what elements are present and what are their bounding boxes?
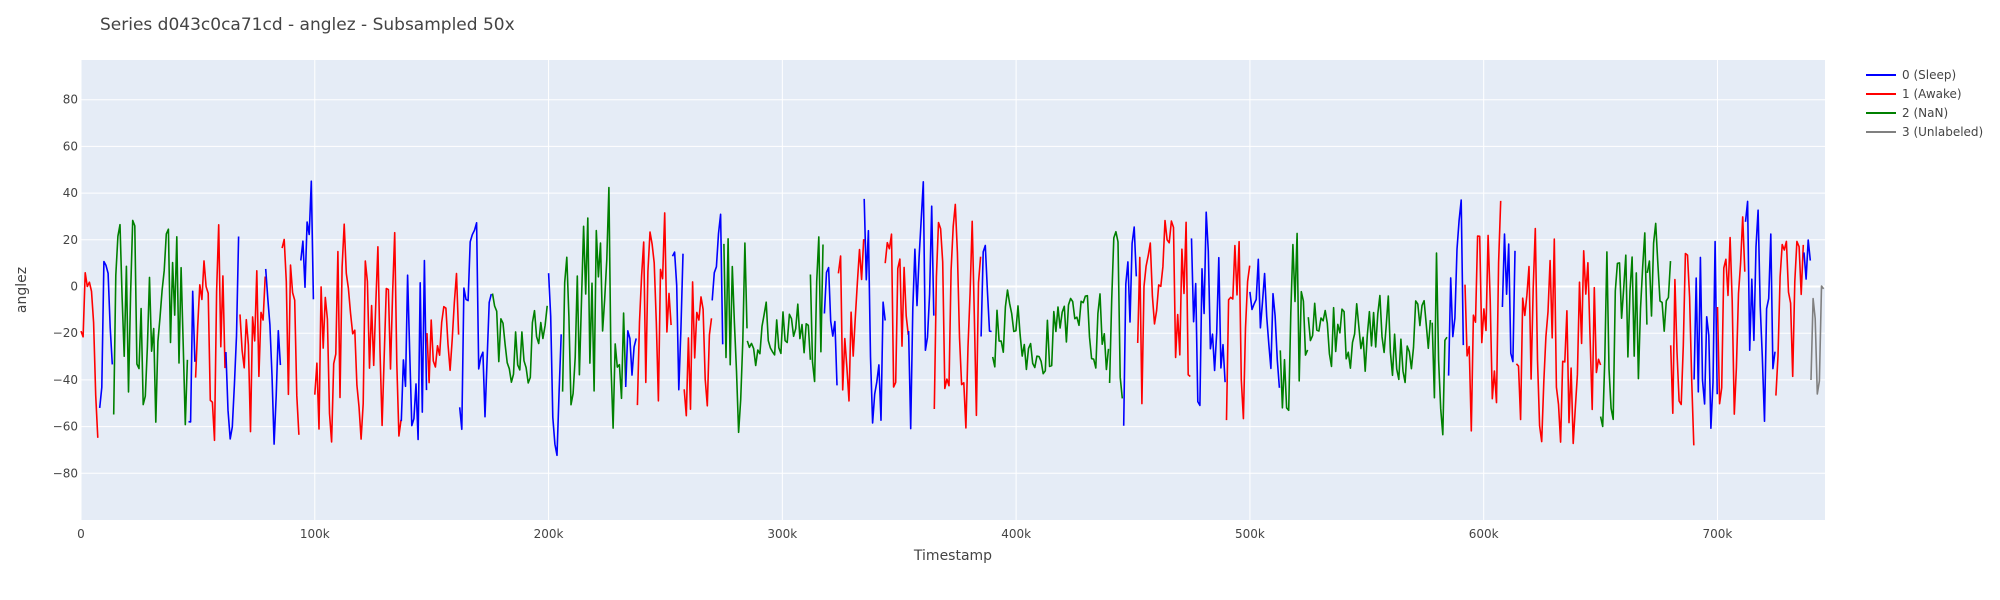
series-segment: [671, 251, 684, 391]
legend-item[interactable]: 0 (Sleep): [1866, 68, 1956, 82]
series-segment: [112, 219, 189, 426]
series-segment: [837, 239, 865, 402]
series-segment: [1810, 285, 1825, 395]
legend-label: 2 (NaN): [1902, 106, 1948, 120]
series-segment: [1716, 216, 1746, 415]
series-segment: [400, 259, 428, 441]
series-segment: [80, 271, 99, 438]
series-segment: [1122, 226, 1138, 426]
series-segment: [239, 269, 266, 433]
x-axis-ticks: 0 100k 200k 300k 400k 500k 600k 700k: [77, 527, 1732, 541]
legend-item[interactable]: 2 (NaN): [1866, 106, 1948, 120]
series-segment: [1190, 211, 1226, 407]
series-segment: [1669, 252, 1695, 446]
series-segment: [1775, 240, 1805, 396]
series-segment: [809, 236, 824, 383]
y-axis-ticks: −80 −60 −40 −20 0 20 40 60 80: [53, 93, 78, 481]
series-segment: [711, 213, 724, 345]
series-segment: [823, 266, 838, 386]
series-segment: [1136, 219, 1191, 405]
series-segment: [547, 273, 562, 457]
y-tick-label: −80: [53, 466, 78, 480]
x-tick-label: 100k: [300, 527, 330, 541]
legend-item[interactable]: 1 (Awake): [1866, 87, 1962, 101]
series-segment: [458, 222, 493, 431]
series-segment: [194, 224, 226, 442]
y-tick-label: 80: [63, 93, 78, 107]
series-segment: [561, 186, 627, 429]
y-tick-label: −20: [53, 326, 78, 340]
series-segment: [636, 212, 672, 406]
x-axis-title: Timestamp: [913, 548, 992, 564]
series-segment: [1108, 230, 1124, 399]
series-segment: [863, 198, 886, 424]
y-tick-label: 20: [63, 233, 78, 247]
legend-label: 1 (Awake): [1902, 87, 1962, 101]
y-tick-label: −40: [53, 373, 78, 387]
series-segment: [1693, 240, 1718, 430]
series-segment: [723, 238, 748, 434]
y-tick-label: 40: [63, 186, 78, 200]
plot-area[interactable]: [81, 60, 1825, 520]
series-segment: [264, 268, 282, 445]
x-tick-label: 700k: [1703, 527, 1733, 541]
series-segment: [1464, 200, 1502, 432]
series-segment: [225, 236, 240, 440]
series-segment: [281, 238, 300, 435]
legend-item[interactable]: 3 (Unlabeled): [1866, 125, 1983, 139]
series-segment: [1646, 222, 1672, 333]
series-segment: [1249, 258, 1281, 388]
x-tick-label: 500k: [1235, 527, 1265, 541]
series-segment: [1501, 233, 1516, 363]
series-segment: [933, 203, 982, 429]
series-segment: [1279, 232, 1309, 412]
x-tick-label: 400k: [1001, 527, 1031, 541]
x-tick-label: 200k: [534, 527, 564, 541]
x-tick-label: 600k: [1469, 527, 1499, 541]
x-tick-label: 300k: [767, 527, 797, 541]
series-segment: [884, 233, 910, 388]
series-segment: [188, 290, 196, 423]
series-lines: [80, 180, 1825, 457]
series-segment: [907, 181, 935, 430]
series-segment: [1599, 232, 1648, 428]
series-segment: [1803, 239, 1812, 280]
y-tick-label: 60: [63, 139, 78, 153]
y-axis-title: anglez: [14, 267, 30, 313]
series-segment: [746, 301, 812, 367]
series-segment: [624, 329, 637, 388]
series-segment: [1307, 294, 1432, 384]
series-segment: [1431, 252, 1448, 436]
y-tick-label: −60: [53, 420, 78, 434]
series-segment: [1447, 199, 1465, 376]
series-segment: [991, 289, 1110, 375]
legend-label: 3 (Unlabeled): [1902, 125, 1983, 139]
series-segment: [683, 281, 713, 417]
y-tick-label: 0: [70, 279, 78, 293]
x-tick-label: 0: [77, 527, 85, 541]
series-segment: [300, 180, 315, 300]
series-segment: [1515, 227, 1602, 445]
legend-label: 0 (Sleep): [1902, 68, 1956, 82]
series-segment: [1744, 200, 1776, 423]
series-segment: [426, 272, 460, 384]
series-segment: [491, 293, 548, 384]
series-segment: [314, 223, 402, 443]
series-segment: [98, 260, 114, 408]
series-segment: [980, 244, 992, 337]
series-segment: [1225, 240, 1251, 421]
legend[interactable]: 0 (Sleep) 1 (Awake) 2 (NaN) 3 (Unlabeled): [1866, 68, 1983, 139]
chart-title: Series d043c0ca71cd - anglez - Subsample…: [100, 15, 515, 35]
